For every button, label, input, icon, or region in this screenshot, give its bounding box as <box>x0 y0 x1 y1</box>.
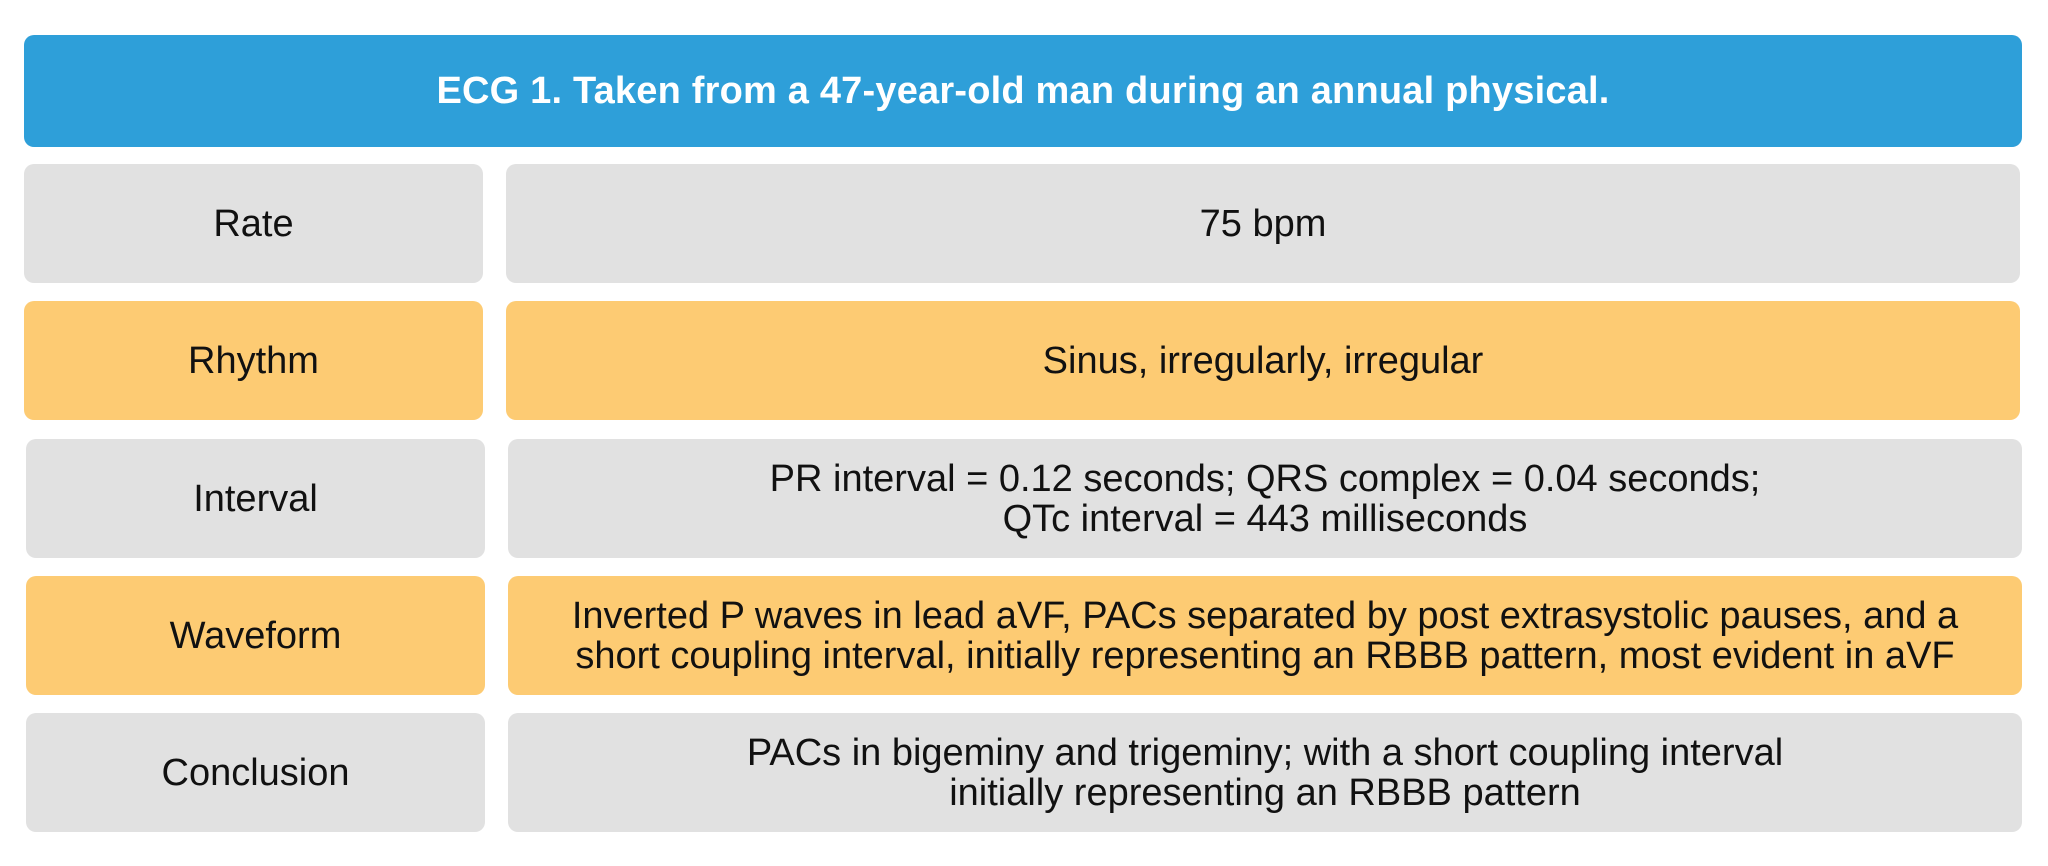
title-banner: ECG 1. Taken from a 47-year-old man duri… <box>24 35 2022 147</box>
row-value-cell: PACs in bigeminy and trigeminy; with a s… <box>508 713 2022 832</box>
row-value-line: Sinus, irregularly, irregular <box>1042 339 1484 382</box>
row-value-cell: Sinus, irregularly, irregular <box>506 301 2020 420</box>
page-title: ECG 1. Taken from a 47-year-old man duri… <box>436 69 1610 112</box>
row-value-line: initially representing an RBBB pattern <box>949 771 1581 814</box>
row-value-line: 75 bpm <box>1199 202 1327 245</box>
row-value-line: QTc interval = 443 milliseconds <box>1002 497 1528 540</box>
row-value-line: PACs in bigeminy and trigeminy; with a s… <box>746 731 1784 774</box>
row-value-line: Inverted P waves in lead aVF, PACs separ… <box>571 594 1959 637</box>
row-value-cell: PR interval = 0.12 seconds; QRS complex … <box>508 439 2022 558</box>
row-value-line: short coupling interval, initially repre… <box>575 634 1955 677</box>
row-value-cell: Inverted P waves in lead aVF, PACs separ… <box>508 576 2022 695</box>
row-label-cell: Waveform <box>26 576 485 695</box>
row-label: Interval <box>193 477 318 520</box>
row-label: Rhythm <box>188 339 319 382</box>
row-label-cell: Interval <box>26 439 485 558</box>
row-label-cell: Rhythm <box>24 301 483 420</box>
row-label-cell: Conclusion <box>26 713 485 832</box>
row-value-line: PR interval = 0.12 seconds; QRS complex … <box>769 457 1761 500</box>
row-value-cell: 75 bpm <box>506 164 2020 283</box>
row-label: Conclusion <box>161 751 350 794</box>
row-label: Waveform <box>169 614 342 657</box>
row-label-cell: Rate <box>24 164 483 283</box>
row-label: Rate <box>213 202 294 245</box>
